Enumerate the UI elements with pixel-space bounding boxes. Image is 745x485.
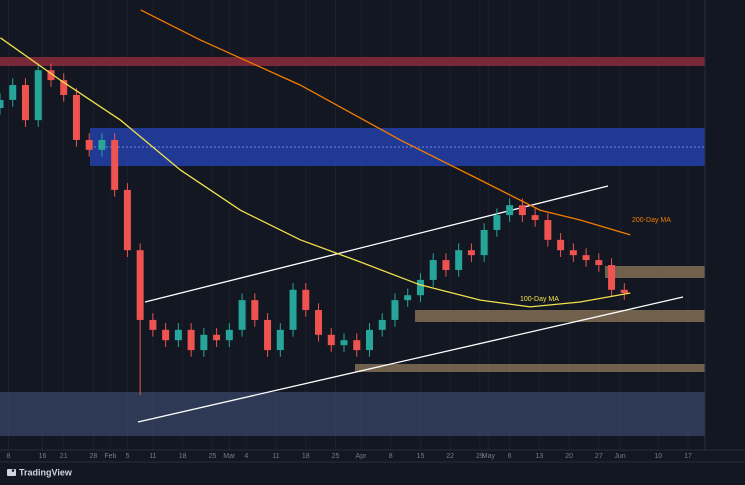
- x-tick-label: 8: [389, 453, 393, 460]
- candle-body: [391, 300, 399, 320]
- x-tick-label: Mar: [223, 453, 236, 460]
- candle-body: [315, 310, 323, 335]
- candle-body: [353, 340, 361, 351]
- candle-body: [136, 250, 144, 320]
- candle-body: [0, 99, 4, 108]
- candle-body: [149, 319, 157, 330]
- candle-body: [518, 205, 526, 216]
- candle-body: [238, 300, 246, 330]
- ma-label: 200-Day MA: [632, 217, 671, 224]
- x-tick-label: 16: [39, 453, 47, 460]
- candle-body: [506, 205, 514, 216]
- x-tick-label: 27: [595, 453, 603, 460]
- candle-body: [302, 289, 310, 311]
- candle-body: [340, 340, 348, 346]
- candle-body: [111, 139, 119, 190]
- marks: [0, 9, 631, 396]
- support-zone: [355, 364, 705, 372]
- moving-average: [0, 37, 631, 308]
- support-zone: [605, 266, 705, 278]
- x-tick-label: 25: [208, 453, 216, 460]
- candle-body: [544, 220, 552, 240]
- x-tick-label: 10: [654, 453, 662, 460]
- candle-body: [455, 250, 463, 270]
- x-tick-label: 13: [535, 453, 543, 460]
- candle-body: [289, 289, 297, 330]
- demand-zone: [0, 392, 705, 436]
- candle-body: [187, 329, 195, 351]
- x-tick-label: 8: [7, 453, 11, 460]
- candle-body: [34, 70, 42, 121]
- channel-line: [137, 296, 684, 423]
- candle-body: [327, 334, 335, 346]
- candle-body: [608, 265, 616, 290]
- x-tick-label: 11: [272, 453, 279, 460]
- candle-body: [378, 319, 386, 330]
- candle-body: [404, 295, 412, 301]
- candle-body: [557, 239, 565, 251]
- candle-body: [98, 139, 106, 150]
- candle-body: [162, 329, 170, 341]
- candle-body: [493, 215, 501, 230]
- brand-logo: [7, 469, 16, 476]
- brand: TradingView: [19, 467, 73, 477]
- candle-body: [60, 80, 68, 95]
- x-tick-label: 29: [476, 453, 484, 460]
- candle-body: [9, 85, 17, 100]
- x-tick-label: 20: [565, 453, 573, 460]
- candle-body: [569, 250, 577, 256]
- x-tick-label: 6: [508, 453, 512, 460]
- candle-body: [200, 334, 208, 351]
- x-tick-label: 18: [302, 453, 310, 460]
- candle-body: [531, 215, 539, 221]
- candle-body: [467, 250, 475, 256]
- x-tick-label: 17: [684, 453, 692, 460]
- x-tick-label: May: [482, 453, 496, 460]
- resistance-zone: [0, 57, 705, 66]
- candle-body: [225, 329, 233, 341]
- candle-body: [72, 94, 80, 140]
- x-tick-label: Apr: [356, 453, 368, 460]
- candle-body: [21, 85, 29, 121]
- candle-body: [416, 279, 424, 296]
- x-tick-label: 5: [125, 453, 129, 460]
- x-tick-label: 25: [332, 453, 340, 460]
- x-tick-label: 28: [90, 453, 98, 460]
- candle-body: [264, 319, 272, 351]
- candle-body: [620, 289, 628, 293]
- x-tick-label: 21: [60, 453, 68, 460]
- x-tick-label: Feb: [104, 453, 116, 460]
- x-tick-label: 11: [149, 453, 156, 460]
- moving-average: [140, 9, 631, 236]
- candle-body: [582, 255, 590, 261]
- candle-body: [480, 229, 488, 256]
- x-tick-label: 18: [179, 453, 187, 460]
- candle-body: [47, 70, 55, 81]
- candle-body: [365, 329, 373, 351]
- candle-body: [595, 260, 603, 266]
- candle-body: [123, 189, 131, 251]
- candle-body: [85, 139, 93, 150]
- x-tick-label: 22: [446, 453, 454, 460]
- x-tick-label: 15: [417, 453, 425, 460]
- candle-body: [251, 300, 259, 320]
- ma-label: 100-Day MA: [520, 296, 559, 303]
- support-zone: [415, 310, 705, 322]
- candle-body: [442, 260, 450, 270]
- candle-body: [174, 329, 182, 341]
- candle-body: [429, 260, 437, 280]
- candle-body: [213, 334, 221, 341]
- x-tick-label: 4: [244, 453, 248, 460]
- candle-body: [276, 329, 284, 351]
- x-tick-label: Jun: [614, 453, 625, 460]
